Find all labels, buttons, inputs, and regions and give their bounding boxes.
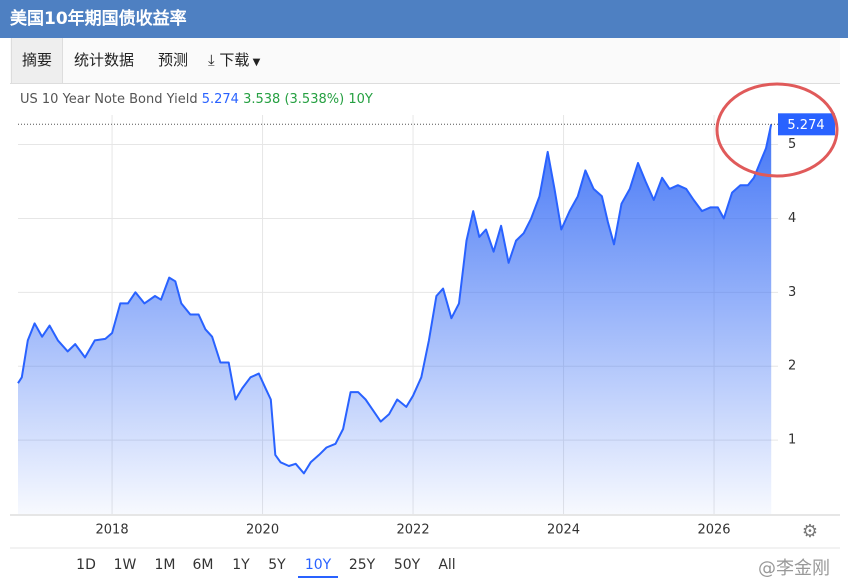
- legend-interval: 10Y: [348, 92, 373, 107]
- range-button[interactable]: 1Y: [232, 557, 250, 573]
- range-button[interactable]: 1M: [154, 557, 176, 573]
- line: [17, 124, 773, 475]
- legend-change: 3.538: [243, 92, 281, 107]
- tab-bar: [10, 38, 840, 84]
- range-button[interactable]: All: [438, 557, 456, 573]
- x-tick-label: 2026: [697, 523, 730, 538]
- legend: US 10 Year Note Bond Yield 5.274 3.538 (…: [20, 92, 373, 107]
- y-tick-label: 1: [788, 433, 796, 448]
- price-tag-label: 5.274: [787, 118, 824, 133]
- y-tick-label: 4: [788, 211, 796, 226]
- legend-change-percent: (3.538%): [284, 92, 345, 107]
- tab[interactable]: ⤓ 下载 ▼: [198, 38, 270, 83]
- range-button[interactable]: 5Y: [268, 557, 286, 573]
- tab[interactable]: 摘要: [11, 38, 64, 83]
- watermark: @李金刚: [758, 558, 830, 579]
- x-tick-label: 2020: [246, 523, 279, 538]
- tab[interactable]: 预测: [158, 51, 189, 69]
- tab-label: 下载: [219, 51, 250, 69]
- area: [18, 124, 772, 515]
- header-bar: [0, 0, 848, 38]
- tab[interactable]: 统计数据: [74, 51, 135, 69]
- range-button[interactable]: 1W: [113, 557, 137, 573]
- legend-last: 5.274: [201, 92, 239, 107]
- range-button[interactable]: 25Y: [348, 557, 376, 573]
- download-icon: ⤓: [208, 51, 220, 69]
- legend-name: US 10 Year Note Bond Yield: [20, 92, 198, 107]
- price-tag: [778, 113, 835, 136]
- x-tick-label: 2022: [397, 523, 430, 538]
- range-button[interactable]: 1D: [76, 557, 96, 573]
- x-tick-label: 2024: [547, 523, 580, 538]
- range-button[interactable]: 6M: [192, 557, 214, 573]
- header-title: 美国10年期国债收益率: [10, 9, 187, 29]
- settings-icon[interactable]: ⚙: [802, 521, 818, 542]
- range-button[interactable]: 50Y: [393, 557, 421, 573]
- y-tick-label: 5: [788, 137, 796, 152]
- highlight-circle: [715, 82, 839, 178]
- y-tick-label: 3: [788, 285, 796, 300]
- range-button[interactable]: 10Y: [298, 554, 338, 578]
- x-tick-label: 2018: [96, 523, 129, 538]
- y-tick-label: 2: [788, 359, 796, 374]
- dropdown-caret: ▼: [249, 57, 261, 68]
